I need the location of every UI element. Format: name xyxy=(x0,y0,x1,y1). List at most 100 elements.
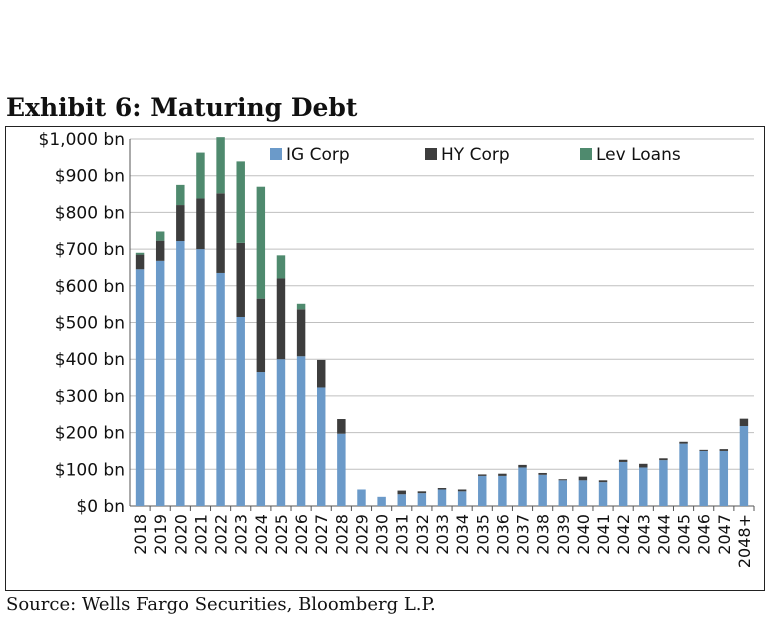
bar-ig-corp xyxy=(598,482,608,506)
x-tick-label: 2018 xyxy=(131,514,150,555)
legend-swatch xyxy=(425,148,437,160)
bar-hy-corp xyxy=(135,254,145,270)
bar-ig-corp xyxy=(236,316,245,506)
bar-ig-corp xyxy=(256,372,266,506)
x-tick-label: 2037 xyxy=(514,514,533,555)
bar-ig-corp xyxy=(397,494,406,506)
x-tick-label: 2022 xyxy=(212,514,231,555)
bar-hy-corp xyxy=(659,458,668,461)
bar-hy-corp xyxy=(558,479,568,481)
bar-hy-corp xyxy=(417,491,427,494)
x-tick-label: 2029 xyxy=(352,514,371,555)
y-tick-label: $0 bn xyxy=(76,497,125,517)
bar-hy-corp xyxy=(598,480,608,483)
bar-lev-loans xyxy=(276,255,286,279)
x-tick-label: 2042 xyxy=(614,514,633,555)
bar-hy-corp xyxy=(316,359,326,388)
x-tick-label: 2027 xyxy=(312,514,331,555)
bar-hy-corp xyxy=(457,489,467,492)
x-tick-label: 2041 xyxy=(594,514,613,555)
bar-ig-corp xyxy=(135,269,145,506)
x-tick-label: 2047 xyxy=(715,514,734,555)
x-tick-label: 2046 xyxy=(695,514,714,555)
x-tick-label: 2034 xyxy=(453,514,472,555)
bar-hy-corp xyxy=(498,473,507,476)
bar-hy-corp xyxy=(719,449,729,451)
bar-hy-corp xyxy=(276,278,286,360)
bar-ig-corp xyxy=(296,356,306,506)
bar-ig-corp xyxy=(558,480,568,506)
y-tick-label: $900 bn xyxy=(55,167,125,187)
x-tick-label: 2028 xyxy=(332,514,351,555)
bar-ig-corp xyxy=(679,443,688,506)
legend-swatch xyxy=(270,148,282,160)
bar-hy-corp xyxy=(256,298,266,373)
bar-lev-loans xyxy=(296,303,306,310)
bar-hy-corp xyxy=(196,198,205,250)
bar-hy-corp xyxy=(699,449,708,451)
bar-ig-corp xyxy=(518,467,527,506)
bar-hy-corp xyxy=(518,464,527,468)
bar-hy-corp xyxy=(397,490,406,495)
x-tick-label: 2032 xyxy=(413,514,432,555)
bar-hy-corp xyxy=(216,193,225,273)
y-tick-label: $300 bn xyxy=(55,387,125,407)
bar-ig-corp xyxy=(659,460,668,506)
bar-hy-corp xyxy=(679,441,688,444)
bar-ig-corp xyxy=(196,249,205,506)
x-tick-label: 2044 xyxy=(654,514,673,555)
bar-hy-corp xyxy=(478,474,487,476)
x-tick-label: 2021 xyxy=(191,514,210,555)
y-tick-label: $700 bn xyxy=(55,240,125,260)
x-tick-label: 2043 xyxy=(634,514,653,555)
bar-lev-loans xyxy=(216,137,225,194)
y-tick-label: $600 bn xyxy=(55,277,125,297)
chart-frame xyxy=(5,126,765,591)
x-tick-label: 2020 xyxy=(171,514,190,555)
x-tick-label: 2033 xyxy=(433,514,452,555)
bar-lev-loans xyxy=(155,231,165,241)
bar-ig-corp xyxy=(639,467,648,506)
bar-hy-corp xyxy=(337,419,346,434)
bar-hy-corp xyxy=(739,418,749,426)
bar-ig-corp xyxy=(316,387,326,506)
bar-ig-corp xyxy=(478,475,487,506)
bar-hy-corp xyxy=(538,472,547,475)
y-tick-label: $200 bn xyxy=(55,424,125,444)
y-tick-label: $400 bn xyxy=(55,350,125,370)
x-tick-label: 2036 xyxy=(493,514,512,555)
bar-hy-corp xyxy=(176,205,185,242)
bar-ig-corp xyxy=(739,425,749,506)
bar-ig-corp xyxy=(538,474,547,506)
x-tick-label: 2045 xyxy=(675,514,694,555)
bar-ig-corp xyxy=(417,493,427,506)
bar-ig-corp xyxy=(498,475,507,506)
bar-ig-corp xyxy=(457,491,467,506)
bar-lev-loans xyxy=(256,186,266,299)
y-tick-label: $1,000 bn xyxy=(39,130,125,150)
bar-lev-loans xyxy=(196,152,205,199)
bar-hy-corp xyxy=(639,463,648,468)
x-tick-label: 2026 xyxy=(292,514,311,555)
legend-label: HY Corp xyxy=(441,145,510,165)
bar-ig-corp xyxy=(578,480,588,506)
x-tick-label: 2038 xyxy=(534,514,553,555)
x-tick-label: 2040 xyxy=(574,514,593,555)
bar-lev-loans xyxy=(135,252,145,255)
legend-label: IG Corp xyxy=(286,145,350,165)
x-tick-label: 2025 xyxy=(272,514,291,555)
x-tick-label: 2035 xyxy=(473,514,492,555)
source-note: Source: Wells Fargo Securities, Bloomber… xyxy=(6,594,436,615)
bar-ig-corp xyxy=(437,489,447,506)
bar-hy-corp xyxy=(618,459,628,462)
bar-hy-corp xyxy=(578,476,588,481)
bar-hy-corp xyxy=(296,309,306,357)
bar-ig-corp xyxy=(719,450,729,506)
y-tick-label: $800 bn xyxy=(55,203,125,223)
x-tick-label: 2031 xyxy=(393,514,412,555)
y-tick-label: $500 bn xyxy=(55,314,125,334)
x-tick-label: 2039 xyxy=(554,514,573,555)
x-tick-label: 2030 xyxy=(373,514,392,555)
bar-ig-corp xyxy=(337,433,346,506)
